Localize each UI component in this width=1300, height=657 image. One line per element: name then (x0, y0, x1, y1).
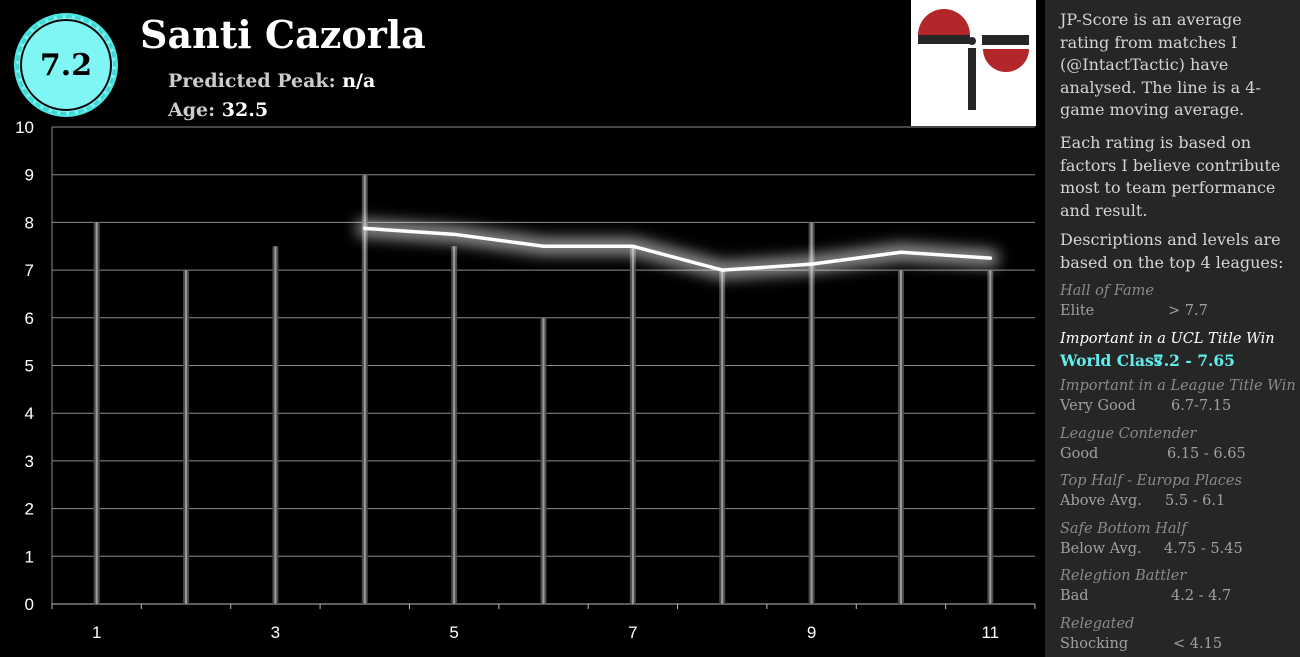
sidebar-levels-intro: Descriptions and levels are based on the… (1060, 230, 1284, 272)
moving-average-line (355, 219, 1000, 280)
level-name: Good (1060, 445, 1099, 462)
y-tick-label: 1 (25, 547, 34, 566)
sidebar-intro: JP-Score is an average rating from match… (1060, 10, 1261, 119)
y-tick-label: 5 (25, 357, 34, 376)
level-name: Below Avg. (1060, 540, 1142, 557)
level-range: 7.2 - 7.65 (1153, 350, 1235, 370)
y-axis-ticks: 0 1 2 3 4 5 6 7 8 9 10 (15, 118, 34, 614)
age-value: 32.5 (221, 99, 269, 121)
peak-value: n/a (342, 70, 376, 92)
level-range: 5.5 - 6.1 (1165, 493, 1226, 509)
x-tick-label: 7 (628, 623, 637, 642)
bar-highlight (631, 246, 634, 604)
y-tick-label: 8 (25, 213, 34, 232)
level-category: Relegtion Battler (1060, 568, 1187, 584)
player-name: Santi Cazorla (140, 12, 426, 57)
y-tick-label: 2 (25, 500, 34, 519)
age: Age: 32.5 (168, 99, 268, 121)
level-name: Very Good (1060, 398, 1136, 414)
bar-highlight (721, 270, 724, 604)
peak-label: Predicted Peak: (168, 70, 336, 92)
bar-highlight (453, 246, 456, 604)
chart-bars (93, 174, 994, 604)
level-category: Important in a UCL Title Win (1060, 330, 1275, 347)
bar-highlight (542, 317, 545, 604)
sidebar-panel (1045, 0, 1300, 657)
y-tick-label: 6 (25, 309, 34, 328)
rating-chart: 0 1 2 3 4 5 6 7 8 9 10 1 3 5 7 9 11 (15, 118, 1036, 642)
level-category: Relegated (1060, 615, 1135, 632)
y-tick-label: 10 (15, 118, 34, 137)
score-badge: 7.2 (16, 15, 116, 115)
x-axis-ticks: 1 3 5 7 9 11 (92, 623, 999, 642)
x-tick-label: 3 (271, 623, 280, 642)
level-category: Top Half - Europa Places (1060, 473, 1242, 489)
level-range: < 4.15 (1173, 635, 1223, 652)
bar-highlight (274, 246, 277, 604)
level-category: League Contender (1060, 425, 1197, 442)
x-tick-label: 9 (807, 623, 816, 642)
score-value: 7.2 (39, 47, 93, 83)
predicted-peak: Predicted Peak: n/a (168, 70, 375, 92)
y-tick-label: 7 (25, 261, 34, 280)
level-name: Elite (1060, 303, 1095, 319)
level-name: Above Avg. (1060, 493, 1142, 509)
bar-highlight (989, 270, 992, 604)
score-ring: 7.2 (20, 19, 112, 111)
x-tick-label: 1 (92, 623, 101, 642)
level-category: Safe Bottom Half (1060, 520, 1187, 537)
age-label: Age: (168, 99, 216, 121)
y-tick-label: 0 (25, 595, 34, 614)
level-category: Hall of Fame (1060, 283, 1154, 299)
bar-highlight (899, 270, 902, 604)
level-range: 6.15 - 6.65 (1167, 445, 1246, 462)
logo-graphic (918, 9, 1029, 110)
y-tick-label: 9 (25, 166, 34, 185)
bar-highlight (95, 222, 98, 604)
bar-highlight (185, 270, 188, 604)
level-range: > 7.7 (1168, 303, 1208, 319)
x-tick-label: 11 (981, 623, 999, 642)
level-category: Important in a League Title Win (1060, 378, 1296, 394)
level-range: 4.75 - 5.45 (1164, 540, 1243, 557)
y-tick-label: 4 (25, 404, 34, 423)
level-name: Shocking (1060, 635, 1129, 652)
jp-logo-icon (911, 0, 1036, 126)
line-series (363, 226, 993, 272)
y-tick-label: 3 (25, 452, 34, 471)
bar-highlight (363, 174, 366, 604)
bar-highlight (810, 222, 813, 604)
level-name: Bad (1060, 588, 1089, 604)
level-range: 6.7-7.15 (1171, 398, 1232, 414)
x-tick-label: 5 (449, 623, 458, 642)
level-name: World Class (1060, 350, 1163, 370)
sidebar-method: Each rating is based on factors I believ… (1060, 133, 1281, 220)
level-range: 4.2 - 4.7 (1171, 588, 1232, 604)
